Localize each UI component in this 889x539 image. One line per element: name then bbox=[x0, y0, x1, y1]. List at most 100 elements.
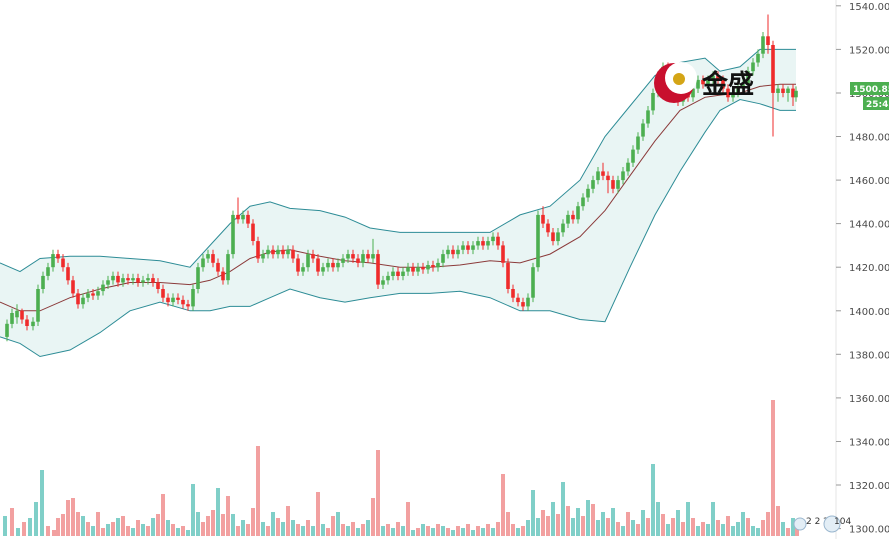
candle[interactable] bbox=[606, 171, 610, 194]
candle[interactable] bbox=[376, 249, 380, 289]
candle[interactable] bbox=[436, 258, 440, 272]
candle[interactable] bbox=[351, 249, 355, 263]
candle[interactable] bbox=[581, 193, 585, 211]
candle[interactable] bbox=[726, 84, 730, 102]
candle[interactable] bbox=[421, 262, 425, 274]
candle[interactable] bbox=[531, 262, 535, 303]
candle[interactable] bbox=[211, 249, 215, 268]
candle[interactable] bbox=[81, 293, 85, 309]
candle[interactable] bbox=[781, 84, 785, 98]
candle[interactable] bbox=[481, 236, 485, 250]
corner-icons[interactable]: 2 2 2 104 bbox=[793, 515, 851, 533]
candle[interactable] bbox=[566, 210, 570, 228]
candle[interactable] bbox=[10, 308, 14, 329]
candle[interactable] bbox=[86, 289, 90, 303]
candle[interactable] bbox=[431, 260, 435, 272]
candle[interactable] bbox=[331, 258, 335, 272]
candle[interactable] bbox=[561, 219, 565, 237]
candle[interactable] bbox=[696, 75, 700, 94]
candle[interactable] bbox=[221, 267, 225, 285]
candle[interactable] bbox=[201, 254, 205, 272]
candle[interactable] bbox=[636, 132, 640, 154]
candle[interactable] bbox=[316, 254, 320, 276]
candle[interactable] bbox=[541, 206, 545, 228]
candle[interactable] bbox=[186, 299, 190, 311]
candle[interactable] bbox=[101, 280, 105, 296]
candle[interactable] bbox=[171, 293, 175, 307]
candle[interactable] bbox=[451, 245, 455, 259]
candle[interactable] bbox=[41, 271, 45, 294]
candle[interactable] bbox=[216, 258, 220, 276]
candle[interactable] bbox=[286, 245, 290, 259]
candle[interactable] bbox=[736, 84, 740, 98]
candle[interactable] bbox=[731, 88, 735, 102]
candle[interactable] bbox=[701, 75, 705, 89]
candle[interactable] bbox=[794, 86, 798, 102]
candle[interactable] bbox=[66, 262, 70, 285]
candle[interactable] bbox=[476, 236, 480, 250]
candle[interactable] bbox=[611, 175, 615, 194]
candle[interactable] bbox=[651, 88, 655, 115]
candle[interactable] bbox=[506, 258, 510, 294]
candle[interactable] bbox=[181, 295, 185, 309]
candle[interactable] bbox=[471, 241, 475, 255]
candle[interactable] bbox=[456, 245, 460, 259]
candle[interactable] bbox=[361, 249, 365, 268]
candle[interactable] bbox=[301, 262, 305, 276]
candle[interactable] bbox=[776, 84, 780, 102]
candle[interactable] bbox=[536, 210, 540, 272]
candle[interactable] bbox=[161, 284, 165, 303]
candle[interactable] bbox=[25, 315, 29, 331]
candle[interactable] bbox=[346, 249, 350, 263]
candle[interactable] bbox=[236, 197, 240, 224]
candle[interactable] bbox=[631, 145, 635, 167]
candle[interactable] bbox=[711, 71, 715, 85]
candle[interactable] bbox=[646, 106, 650, 128]
candle[interactable] bbox=[311, 249, 315, 263]
candle[interactable] bbox=[271, 245, 275, 259]
candle[interactable] bbox=[146, 273, 150, 285]
candle[interactable] bbox=[261, 249, 265, 263]
candle[interactable] bbox=[496, 232, 500, 250]
candle[interactable] bbox=[521, 297, 525, 311]
candle[interactable] bbox=[356, 254, 360, 268]
candle[interactable] bbox=[786, 86, 790, 102]
candle[interactable] bbox=[741, 79, 745, 93]
candle[interactable] bbox=[756, 49, 760, 67]
candle[interactable] bbox=[96, 286, 100, 300]
candle[interactable] bbox=[626, 158, 630, 176]
candle[interactable] bbox=[326, 258, 330, 272]
candle[interactable] bbox=[241, 210, 245, 224]
candle[interactable] bbox=[386, 271, 390, 285]
candle[interactable] bbox=[371, 238, 375, 263]
candle[interactable] bbox=[791, 84, 795, 106]
candle[interactable] bbox=[596, 167, 600, 185]
candle[interactable] bbox=[126, 273, 130, 285]
candle[interactable] bbox=[306, 249, 310, 272]
candle[interactable] bbox=[586, 184, 590, 202]
candle[interactable] bbox=[381, 275, 385, 289]
candle[interactable] bbox=[416, 262, 420, 276]
candle[interactable] bbox=[51, 249, 55, 272]
candle[interactable] bbox=[491, 232, 495, 246]
candle[interactable] bbox=[716, 71, 720, 85]
candle[interactable] bbox=[766, 14, 770, 54]
candle[interactable] bbox=[466, 241, 470, 255]
candle[interactable] bbox=[511, 284, 515, 303]
candle[interactable] bbox=[15, 304, 19, 324]
candle[interactable] bbox=[336, 258, 340, 272]
candle[interactable] bbox=[406, 262, 410, 276]
candle[interactable] bbox=[176, 293, 180, 305]
us-flag-icon[interactable] bbox=[823, 515, 841, 533]
candle[interactable] bbox=[411, 262, 415, 276]
candle[interactable] bbox=[706, 75, 710, 89]
candle[interactable] bbox=[551, 228, 555, 246]
candle[interactable] bbox=[296, 254, 300, 276]
candle[interactable] bbox=[366, 249, 370, 263]
candle[interactable] bbox=[591, 175, 595, 194]
candle[interactable] bbox=[321, 262, 325, 276]
candle[interactable] bbox=[641, 119, 645, 141]
candle[interactable] bbox=[616, 175, 620, 194]
candle[interactable] bbox=[191, 284, 195, 311]
